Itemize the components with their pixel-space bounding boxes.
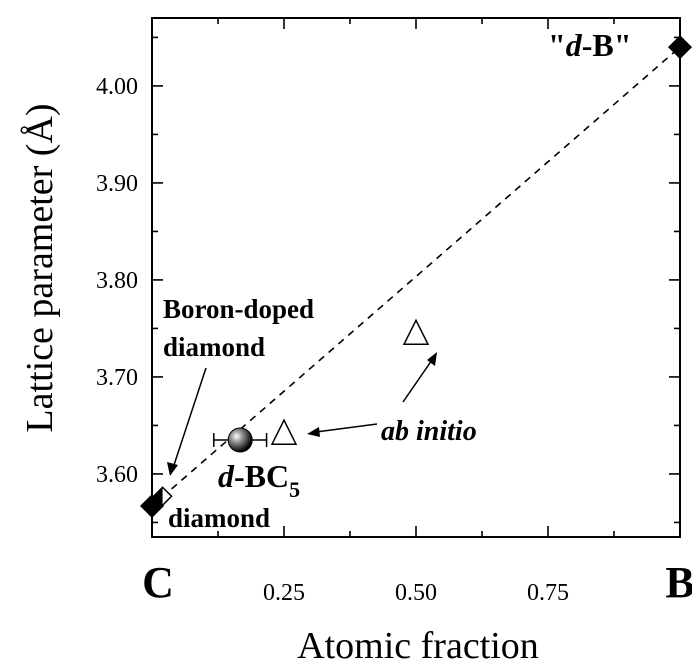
arrow-ab-initio-left bbox=[315, 423, 378, 433]
annotation-d-b: "d-B" bbox=[548, 27, 632, 63]
y-tick-labels: 3.60 3.70 3.80 3.90 4.00 bbox=[96, 74, 138, 488]
x-end-label-right: B bbox=[665, 558, 692, 607]
x-tick-label: 0.50 bbox=[395, 580, 437, 606]
annotation-d-bc5: d-BC5 bbox=[218, 458, 300, 502]
triangle-marker bbox=[270, 418, 298, 445]
sphere-marker bbox=[227, 427, 253, 453]
x-tick-label: 0.25 bbox=[263, 580, 305, 606]
annotation-diamond: diamond bbox=[168, 503, 270, 533]
x-axis-ticks bbox=[217, 18, 615, 537]
annotation-boron-line2: diamond bbox=[163, 332, 265, 362]
y-tick-label: 3.70 bbox=[96, 365, 138, 391]
x-axis-label: Atomic fraction bbox=[297, 625, 539, 666]
annotation-d-bc5-italic: d bbox=[218, 458, 235, 494]
half-diamond-fill bbox=[153, 487, 163, 506]
x-tick-label: 0.75 bbox=[527, 580, 569, 606]
y-axis-ticks bbox=[152, 36, 680, 524]
arrow-ab-initio-left-head bbox=[307, 427, 320, 437]
y-tick-label: 3.60 bbox=[96, 462, 138, 488]
annotation-d-bc5-sub: 5 bbox=[289, 477, 300, 502]
triangle-marker bbox=[402, 318, 430, 346]
annotation-boron-line1: Boron-doped bbox=[163, 294, 314, 324]
annotation-d-bc5-text: -BC bbox=[234, 458, 289, 494]
arrow-boron-doped-head bbox=[167, 462, 178, 476]
annotation-d-b-italic: d bbox=[566, 27, 583, 63]
y-tick-label: 3.90 bbox=[96, 171, 138, 197]
arrow-boron-doped bbox=[172, 367, 207, 469]
x-tick-labels: 0.25 0.50 0.75 bbox=[263, 580, 569, 606]
data-markers bbox=[140, 35, 692, 518]
y-tick-label: 3.80 bbox=[96, 268, 138, 294]
arrow-ab-initio-up-head bbox=[427, 352, 437, 366]
y-tick-label: 4.00 bbox=[96, 74, 138, 100]
y-axis-label: Lattice parameter (Å) bbox=[19, 103, 61, 432]
annotation-ab-initio: ab initio bbox=[381, 416, 477, 447]
arrow-ab-initio-up bbox=[402, 359, 433, 403]
annotation-d-b-text: -B bbox=[582, 27, 614, 63]
diamond-marker bbox=[668, 35, 692, 60]
x-end-label-left: C bbox=[142, 558, 174, 607]
